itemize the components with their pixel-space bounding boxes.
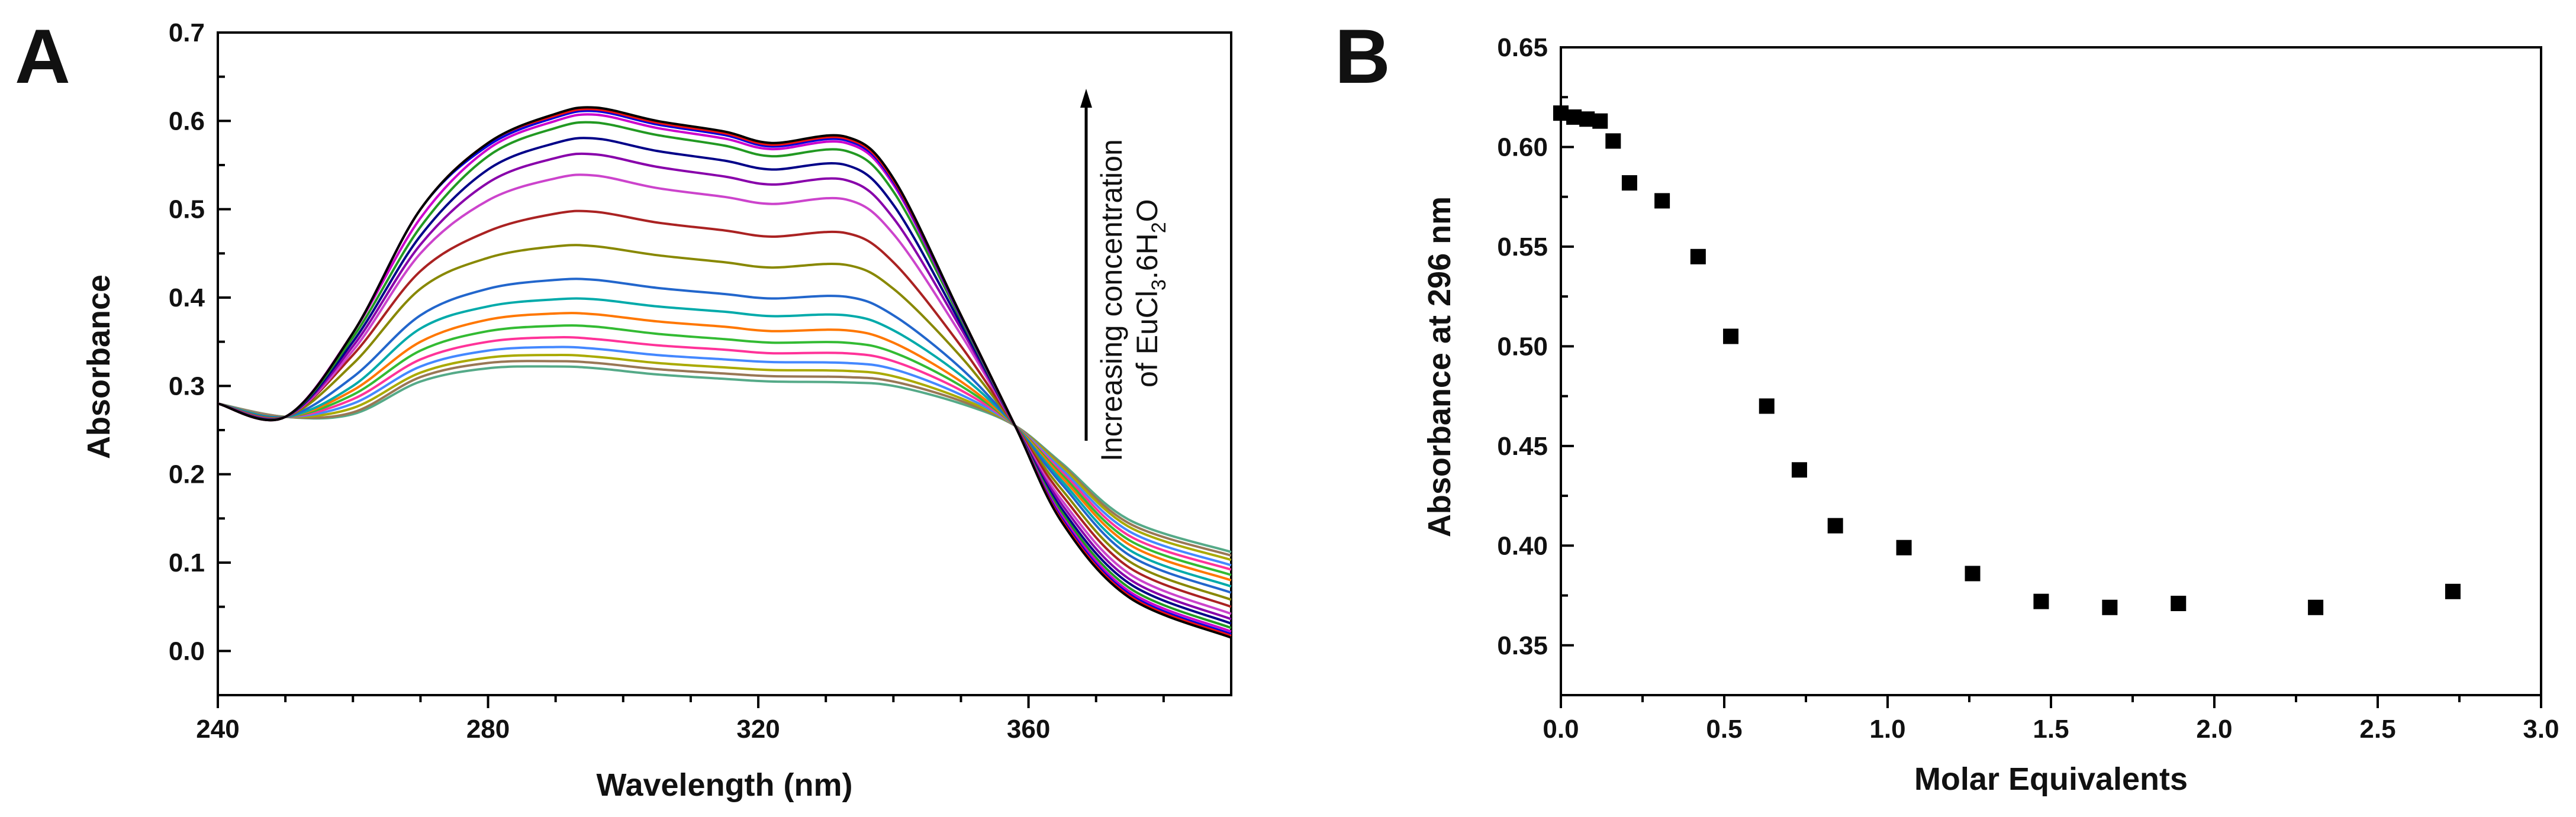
panel-a-xlabel: Wavelength (nm) <box>596 767 852 803</box>
panel-a-plot-frame <box>217 31 1232 696</box>
a-xtick-label: 280 <box>466 715 510 744</box>
data-point <box>1592 113 1608 129</box>
data-point <box>1690 248 1706 264</box>
spectrum-line-s15 <box>217 336 1232 571</box>
spectrum-line-s13 <box>217 312 1232 582</box>
data-point <box>1579 111 1595 127</box>
spectrum-line-s8 <box>217 173 1232 615</box>
panel-a-y-axis: 0.0 0.1 0.2 0.3 0.4 0.5 0.6 0.7 <box>169 18 231 666</box>
b-xtick-label: 0.0 <box>1543 715 1579 744</box>
annotation-line1: Increasing concentration <box>1095 139 1128 461</box>
a-ytick-label: 0.4 <box>169 283 205 312</box>
panel-b-y-axis: 0.35 0.40 0.45 0.50 0.55 0.60 0.65 <box>1497 33 1574 660</box>
panel-b-plot-frame <box>1560 46 2542 696</box>
data-point <box>1654 193 1670 209</box>
data-point <box>1723 328 1739 344</box>
data-point <box>1759 398 1775 414</box>
panel-b: B 0.35 0.40 0.45 0.50 0.55 0.60 0.65 0.0 0.5 1.0… <box>1335 13 2559 797</box>
a-ytick-label: 0.7 <box>169 18 205 47</box>
b-xtick-label: 2.5 <box>2359 715 2395 744</box>
b-xtick-label: 1.0 <box>1869 715 1905 744</box>
a-ytick-label: 0.6 <box>169 106 205 135</box>
spectrum-line-s6 <box>217 137 1232 625</box>
b-ytick-label: 0.40 <box>1497 531 1548 560</box>
panel-a-ylabel: Absorbance <box>81 275 117 459</box>
data-point <box>2308 599 2324 615</box>
spectrum-line-s9 <box>217 209 1232 608</box>
spectrum-line-s12 <box>217 297 1232 588</box>
spectrum-line-s7 <box>217 152 1232 621</box>
data-point <box>2033 593 2049 609</box>
b-xtick-label: 1.5 <box>2033 715 2069 744</box>
annotation-line2: of EuCl3.6H2O <box>1131 199 1170 387</box>
a-ytick-label: 0.1 <box>169 548 205 577</box>
spectrum-line-s10 <box>217 244 1232 601</box>
panel-a-series-group <box>217 106 1232 639</box>
panel-b-xlabel: Molar Equivalents <box>1914 761 2188 797</box>
panel-a-label: A <box>15 13 70 99</box>
a-ytick-label: 0.2 <box>169 460 205 489</box>
annotation-mid: .6H <box>1131 233 1164 279</box>
b-ytick-label: 0.55 <box>1497 232 1548 261</box>
data-point <box>1621 175 1637 191</box>
spectrum-line-s16 <box>217 345 1232 567</box>
annotation-suffix: O <box>1131 199 1164 222</box>
data-point <box>1553 105 1569 121</box>
data-point <box>2445 583 2461 599</box>
data-point <box>2102 599 2118 615</box>
a-xtick-label: 360 <box>1007 715 1050 744</box>
annotation-prefix: of EuCl <box>1131 290 1164 387</box>
data-point <box>1965 566 1981 582</box>
b-ytick-label: 0.65 <box>1497 33 1548 62</box>
panel-b-x-axis: 0.0 0.5 1.0 1.5 2.0 2.5 3.0 <box>1543 695 2559 744</box>
annotation-text: Increasing concentration of EuCl3.6H2O <box>1095 139 1170 461</box>
panel-a-x-axis: 240 280 320 360 <box>196 695 1165 744</box>
a-ytick-label: 0.5 <box>169 195 205 224</box>
spectrum-line-s1 <box>217 106 1232 639</box>
b-ytick-label: 0.35 <box>1497 631 1548 660</box>
a-ytick-label: 0.3 <box>169 372 205 401</box>
b-xtick-label: 2.0 <box>2196 715 2232 744</box>
b-ytick-label: 0.45 <box>1497 432 1548 461</box>
a-xtick-label: 240 <box>196 715 239 744</box>
b-ytick-label: 0.50 <box>1497 332 1548 361</box>
panel-b-points-group <box>1553 105 2461 615</box>
panel-b-ylabel: Absorbance at 296 nm <box>1422 196 1457 537</box>
b-xtick-label: 0.5 <box>1706 715 1742 744</box>
annotation-sub2: 2 <box>1148 222 1170 233</box>
data-point <box>1791 462 1807 478</box>
a-xtick-label: 320 <box>736 715 780 744</box>
a-ytick-label: 0.0 <box>169 637 205 666</box>
annotation-arrowhead <box>1080 89 1092 108</box>
spectrum-line-s14 <box>217 324 1232 576</box>
panel-b-label: B <box>1335 13 1390 99</box>
data-point <box>2171 596 2187 612</box>
data-point <box>1827 518 1843 534</box>
b-ytick-label: 0.60 <box>1497 133 1548 162</box>
annotation-sub1: 3 <box>1148 279 1170 290</box>
data-point <box>1566 109 1582 125</box>
data-point <box>1896 540 1912 556</box>
spectrum-line-s11 <box>217 277 1232 594</box>
data-point <box>1605 133 1621 149</box>
b-xtick-label: 3.0 <box>2523 715 2559 744</box>
panel-a: A 0.00.10.20.30.40.50.60.7 240 280 320 360 … <box>15 13 1232 803</box>
spectrum-line-s17 <box>217 354 1232 561</box>
